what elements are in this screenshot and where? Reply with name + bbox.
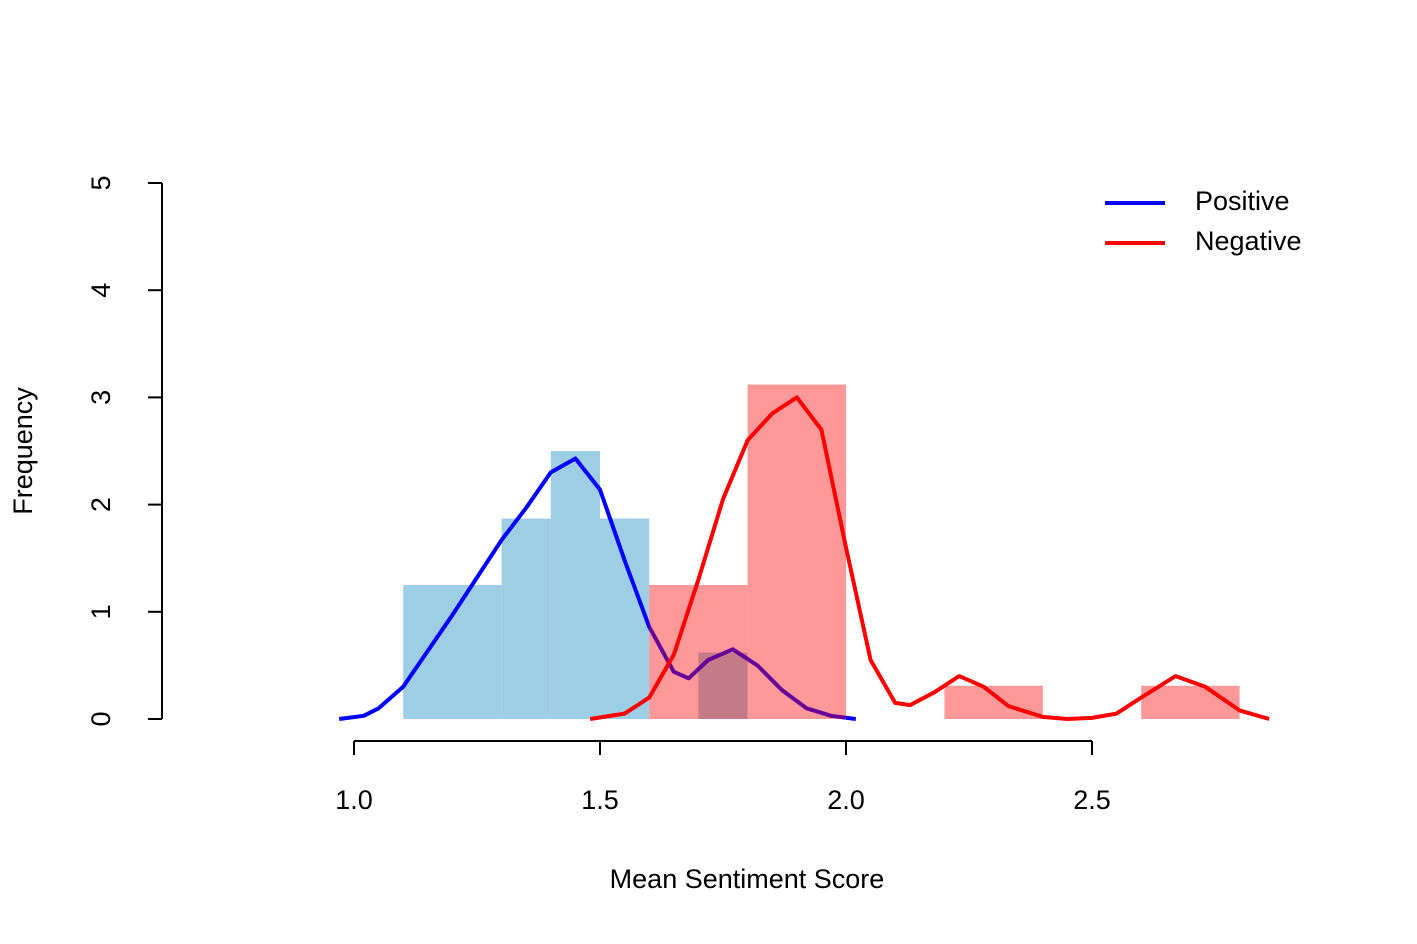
legend-label: Negative [1195, 226, 1302, 256]
y-tick-label: 3 [86, 390, 116, 405]
x-tick-label: 1.0 [335, 785, 373, 815]
x-tick-label: 2.5 [1073, 785, 1111, 815]
y-axis-label: Frequency [8, 387, 38, 515]
density-line [589, 395, 1270, 721]
histogram-bar [649, 585, 748, 719]
histogram-bar [600, 518, 650, 719]
y-tick-label: 2 [86, 497, 116, 512]
x-tick-label: 1.5 [581, 785, 619, 815]
y-tick-label: 4 [86, 283, 116, 298]
density-line [338, 456, 857, 721]
x-axis-label: Mean Sentiment Score [610, 864, 885, 894]
y-tick-label: 0 [86, 711, 116, 726]
histogram-bar [403, 585, 502, 719]
histogram-bar [1141, 685, 1240, 719]
y-tick-label: 1 [86, 604, 116, 619]
legend-label: Positive [1195, 186, 1290, 216]
histogram-bar [747, 384, 846, 719]
x-tick-label: 2.0 [827, 785, 865, 815]
y-tick-label: 5 [86, 175, 116, 190]
histogram-bar [501, 518, 551, 719]
histogram-bar [550, 451, 600, 719]
